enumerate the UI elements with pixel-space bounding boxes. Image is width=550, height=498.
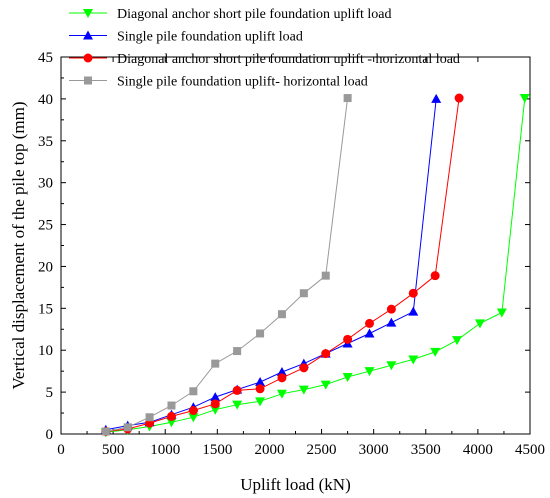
data-point <box>276 389 287 399</box>
x-tick-label: 2500 <box>307 442 337 458</box>
data-point <box>145 413 154 422</box>
data-point <box>496 308 507 318</box>
data-point <box>321 349 331 359</box>
legend-label: Diagonal anchor short pile foundation up… <box>117 7 392 22</box>
data-point <box>343 94 352 103</box>
legend-item: Diagonal anchor short pile foundation up… <box>69 7 392 22</box>
legend-item: Single pile foundation uplift load <box>69 30 303 45</box>
data-point <box>189 387 198 396</box>
legend-label: Single pile foundation uplift- horizonta… <box>117 75 368 90</box>
y-tick-label: 45 <box>38 50 53 66</box>
data-point <box>430 347 441 357</box>
data-point <box>276 367 287 377</box>
data-point <box>211 359 220 368</box>
series-line <box>105 98 349 432</box>
x-axis-title: Uplift load (kN) <box>240 475 350 494</box>
series-3 <box>101 93 464 436</box>
data-point <box>277 373 287 383</box>
data-point <box>255 377 266 387</box>
legend-item: Diagonal anchor short pile foundation up… <box>69 52 460 67</box>
data-point <box>298 385 309 395</box>
data-point <box>83 9 93 18</box>
data-point <box>84 76 92 85</box>
data-point <box>408 288 418 298</box>
data-point <box>430 271 440 281</box>
data-point <box>277 310 286 319</box>
y-tick-label: 20 <box>38 259 53 275</box>
x-tick-label: 2000 <box>254 442 284 458</box>
y-axis-title: Vertical displacement of the pile top (m… <box>9 102 28 390</box>
series-4 <box>101 94 352 436</box>
data-point <box>320 380 331 390</box>
data-point <box>386 361 397 371</box>
y-tick-label: 5 <box>46 385 54 401</box>
y-tick-label: 25 <box>38 218 53 234</box>
legend: Diagonal anchor short pile foundation up… <box>69 7 460 90</box>
x-tick-label: 4000 <box>463 442 493 458</box>
data-point <box>256 329 265 338</box>
data-point <box>210 405 221 415</box>
y-tick-label: 40 <box>38 92 53 108</box>
data-point <box>210 399 220 409</box>
y-tick-label: 10 <box>38 343 53 359</box>
data-point <box>364 367 375 377</box>
data-point <box>167 401 176 410</box>
data-point <box>232 400 243 410</box>
data-point <box>343 334 353 344</box>
data-point <box>299 363 309 373</box>
data-point <box>299 289 308 298</box>
data-point <box>166 411 176 421</box>
legend-label: Single pile foundation uplift load <box>117 30 303 45</box>
data-point <box>166 418 177 428</box>
x-tick-label: 3000 <box>359 442 389 458</box>
data-point <box>321 271 330 280</box>
data-point <box>519 94 530 104</box>
data-point <box>232 385 242 395</box>
x-tick-label: 500 <box>102 442 125 458</box>
data-point <box>408 306 419 316</box>
data-point <box>342 373 353 383</box>
data-point <box>408 355 419 365</box>
data-point <box>454 93 464 103</box>
x-tick-label: 4500 <box>515 442 545 458</box>
data-point <box>474 319 485 329</box>
data-point <box>233 347 242 356</box>
data-point <box>101 427 110 436</box>
data-point <box>210 392 221 402</box>
data-point <box>255 384 265 394</box>
chart-axes: 0 500 1000 1500 2000 2500 3000 3500 4000 4500 0 5 10… <box>38 50 545 458</box>
y-tick-label: 35 <box>38 134 53 150</box>
series-1 <box>100 94 530 438</box>
legend-label: Diagonal anchor short pile foundation up… <box>117 52 460 67</box>
plot-frame <box>60 56 531 435</box>
y-tick-label: 0 <box>46 427 54 443</box>
x-tick-label: 0 <box>57 442 65 458</box>
data-point <box>83 53 93 63</box>
x-tick-label: 1000 <box>150 442 180 458</box>
series-line <box>105 98 526 433</box>
data-point <box>386 317 397 327</box>
data-point <box>188 413 199 423</box>
series-line <box>105 98 437 431</box>
data-point <box>386 304 396 314</box>
x-tick-label: 3500 <box>411 442 441 458</box>
y-tick-label: 15 <box>38 301 53 317</box>
plot-area <box>100 93 530 438</box>
data-point <box>188 406 198 416</box>
x-tick-label: 1500 <box>202 442 232 458</box>
data-point <box>364 328 375 338</box>
y-tick-label: 30 <box>38 176 53 192</box>
data-point <box>255 397 266 407</box>
data-point <box>452 336 463 346</box>
data-point <box>83 30 93 40</box>
data-point <box>431 93 442 103</box>
data-point <box>364 318 374 328</box>
data-point <box>123 423 132 432</box>
legend-item: Single pile foundation uplift- horizonta… <box>69 75 368 90</box>
